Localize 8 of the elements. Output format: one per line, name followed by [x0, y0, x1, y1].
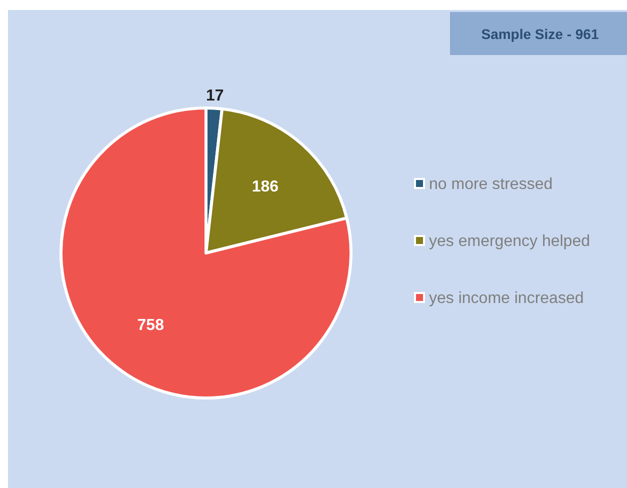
data-label: 758: [137, 316, 164, 334]
data-label: 186: [252, 178, 279, 196]
pie-slice: [60, 106, 352, 400]
legend-label: yes income increased: [429, 290, 584, 307]
data-label: 17: [206, 87, 224, 104]
legend-label: no more stressed: [429, 176, 553, 193]
legend-label: yes emergency helped: [429, 233, 590, 250]
text: Sample Size - 961: [481, 26, 599, 42]
